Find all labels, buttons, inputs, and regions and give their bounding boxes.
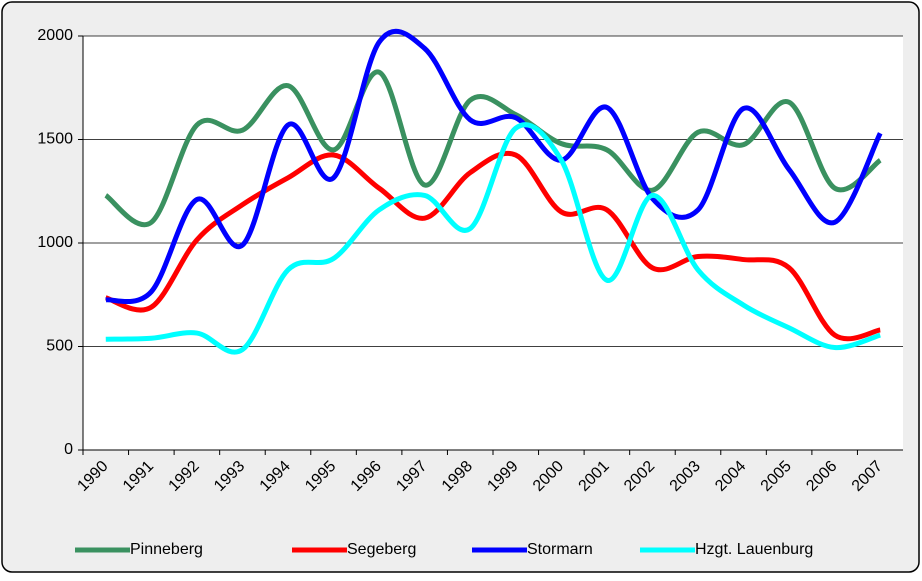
series-line	[104, 150, 881, 342]
series-line	[105, 28, 883, 305]
legend-label: Pinneberg	[130, 541, 203, 558]
y-tick-label: 1500	[37, 131, 73, 148]
y-tick-label: 2000	[37, 27, 73, 44]
y-tick-label: 500	[46, 338, 73, 355]
y-tick-label: 0	[64, 441, 73, 458]
series-line	[104, 69, 882, 228]
legend-label: Segeberg	[347, 541, 416, 558]
series-line	[105, 122, 881, 355]
legend-label: Stormarn	[527, 541, 593, 558]
legend-label: Hzgt. Lauenburg	[695, 541, 813, 558]
y-tick-label: 1000	[37, 234, 73, 251]
